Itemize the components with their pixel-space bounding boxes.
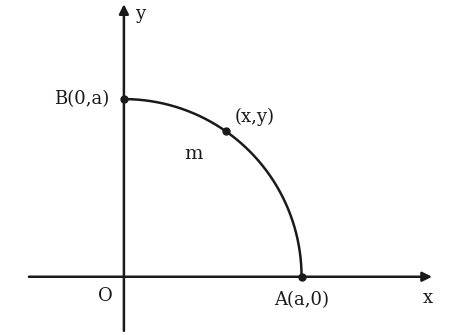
- Text: (x,y): (x,y): [235, 108, 275, 126]
- Text: x: x: [423, 289, 433, 307]
- Text: O: O: [99, 287, 113, 306]
- Text: A(a,0): A(a,0): [274, 291, 329, 309]
- Text: y: y: [135, 5, 145, 23]
- Text: m: m: [184, 145, 203, 163]
- Text: B(0,a): B(0,a): [54, 90, 110, 108]
